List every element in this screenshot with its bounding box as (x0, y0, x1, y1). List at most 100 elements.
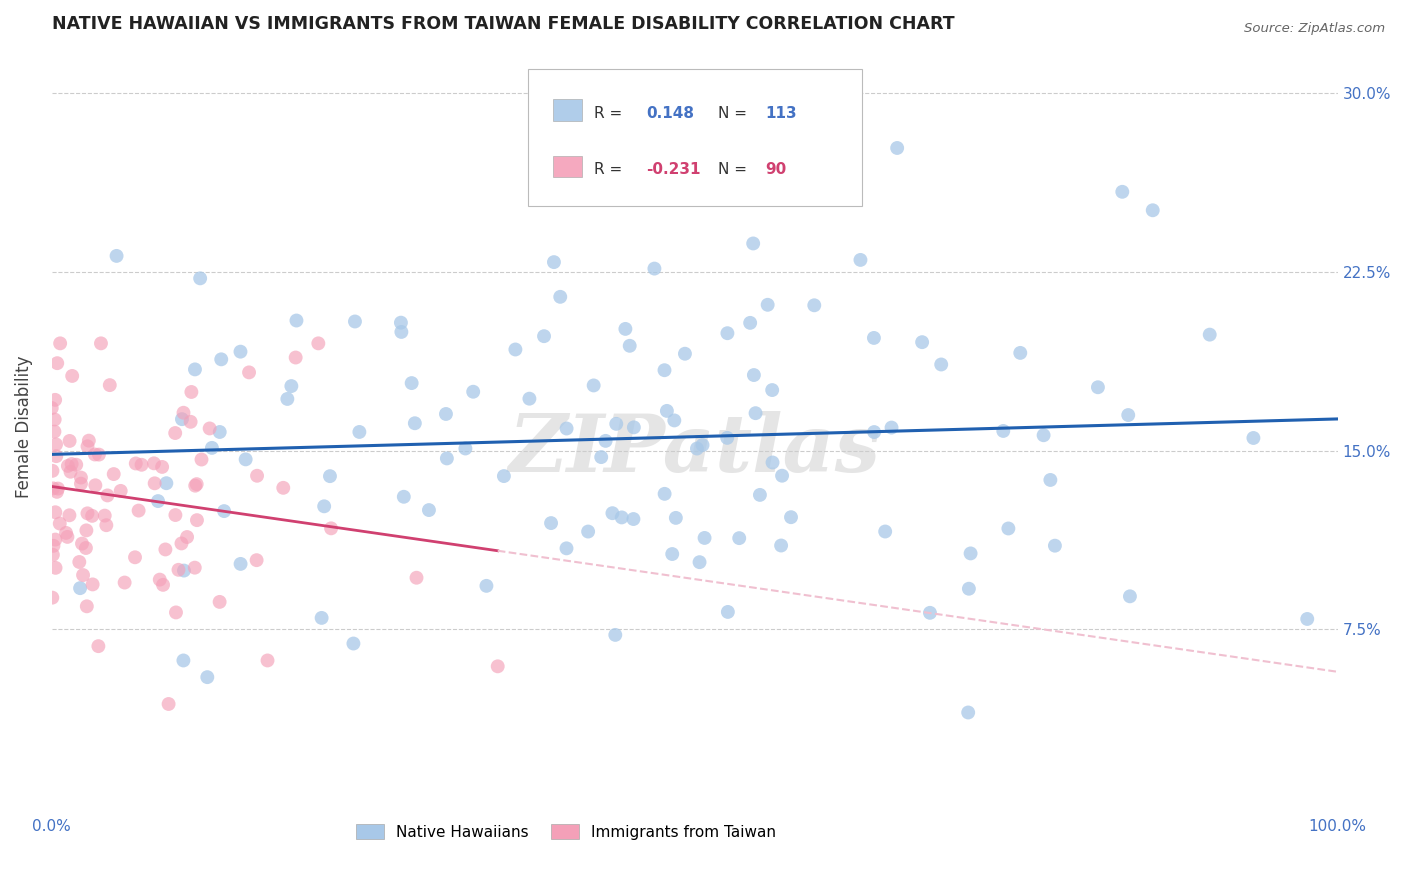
Point (1296, 612, 1319, 626)
Point (44, 505, 66, 519)
Point (284, 351, 307, 365)
Point (201, 441, 224, 455)
Point (654, 487, 676, 501)
Point (157, 697, 180, 711)
Point (1119, 590, 1142, 604)
Point (863, 425, 886, 439)
Point (256, 653, 278, 667)
Point (149, 573, 172, 587)
Point (42, 548, 65, 562)
FancyBboxPatch shape (527, 69, 862, 206)
Point (740, 316, 762, 330)
Point (319, 469, 342, 483)
Point (475, 579, 498, 593)
Point (45, 484, 67, 499)
Point (610, 510, 633, 524)
Point (41, 401, 63, 415)
Point (1198, 327, 1220, 342)
Point (110, 483, 132, 498)
Point (349, 425, 371, 439)
Point (45, 449, 67, 463)
Point (180, 415, 202, 429)
Point (82, 577, 104, 591)
Point (405, 571, 427, 585)
Point (716, 326, 738, 341)
Point (87, 448, 110, 462)
Point (389, 325, 412, 339)
Point (880, 420, 903, 434)
Point (744, 406, 766, 420)
Text: N =: N = (718, 162, 752, 178)
Point (184, 560, 207, 574)
Point (307, 336, 329, 351)
Point (155, 476, 177, 491)
Point (143, 476, 166, 491)
Point (209, 352, 232, 367)
Point (45, 437, 67, 451)
Point (167, 563, 190, 577)
Point (229, 344, 252, 359)
Point (619, 339, 641, 353)
Text: NATIVE HAWAIIAN VS IMMIGRANTS FROM TAIWAN FEMALE DISABILITY CORRELATION CHART: NATIVE HAWAIIAN VS IMMIGRANTS FROM TAIWA… (52, 15, 955, 33)
Point (229, 557, 252, 571)
Point (165, 425, 187, 440)
Point (957, 582, 980, 596)
Text: Source: ZipAtlas.com: Source: ZipAtlas.com (1244, 22, 1385, 36)
Point (165, 508, 187, 522)
Point (576, 524, 599, 539)
Point (392, 490, 415, 504)
Point (555, 541, 578, 556)
Point (70, 470, 93, 484)
Point (661, 547, 683, 561)
Point (434, 407, 457, 421)
Point (623, 512, 645, 526)
Point (170, 412, 193, 426)
Point (311, 611, 333, 625)
Point (997, 521, 1019, 535)
Point (886, 141, 908, 155)
Point (533, 329, 555, 343)
Point (184, 362, 207, 376)
Point (519, 392, 541, 406)
Point (342, 636, 364, 650)
Point (918, 606, 941, 620)
Point (46, 356, 69, 370)
Point (76, 507, 98, 521)
Point (67, 555, 90, 569)
Point (693, 531, 716, 545)
FancyBboxPatch shape (553, 100, 582, 121)
Point (849, 252, 872, 267)
Point (180, 384, 202, 399)
Point (761, 383, 783, 397)
Point (605, 417, 627, 431)
Point (208, 595, 231, 609)
Point (198, 421, 221, 435)
Point (959, 546, 981, 560)
Point (602, 506, 624, 520)
Point (1010, 346, 1032, 360)
Point (208, 425, 231, 439)
Point (1032, 428, 1054, 442)
Point (98, 378, 121, 392)
Point (314, 500, 336, 514)
Point (44, 412, 66, 426)
Point (623, 420, 645, 434)
Point (246, 553, 269, 567)
Text: R =: R = (595, 106, 627, 121)
Point (55, 525, 77, 540)
Point (235, 452, 257, 467)
Point (59, 465, 82, 479)
Point (742, 368, 765, 382)
Point (60, 368, 83, 383)
Point (418, 503, 440, 517)
Point (748, 488, 770, 502)
Point (41, 464, 63, 478)
Point (280, 379, 302, 393)
Point (582, 378, 605, 392)
Point (93, 508, 115, 523)
Point (911, 335, 934, 350)
Text: N =: N = (718, 106, 752, 121)
Point (170, 536, 193, 550)
Point (246, 468, 269, 483)
Point (96, 488, 118, 502)
